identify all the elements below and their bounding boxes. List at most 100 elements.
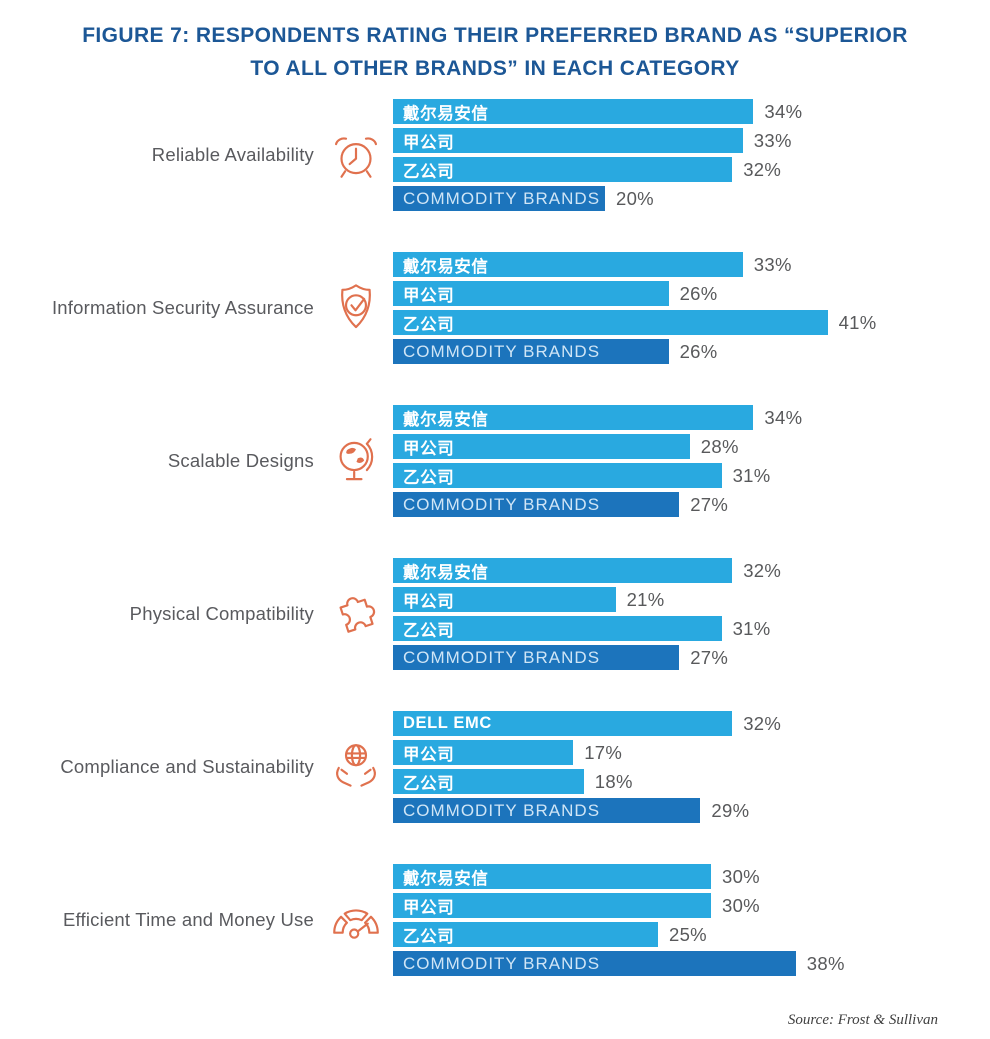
bar: 甲公司 <box>393 740 574 766</box>
bar-value-label: 34% <box>764 100 803 122</box>
bar: 戴尔易安信 <box>393 99 754 125</box>
bar-brand-label: COMMODITY BRANDS <box>403 188 601 208</box>
bar-value-label: 25% <box>669 923 707 945</box>
bar-value-label: 27% <box>690 493 729 515</box>
bar-brand-label: 戴尔易安信 <box>403 257 489 276</box>
bar-value-label: 31% <box>732 617 771 639</box>
category-label: Efficient Time and Money Use <box>62 909 314 931</box>
category-label: Reliable Availability <box>151 144 314 166</box>
category-label: Information Security Assurance <box>51 297 314 319</box>
bar-value-label: 27% <box>690 646 729 668</box>
bar: 甲公司 <box>393 434 690 460</box>
category-label: Compliance and Sustainability <box>60 756 314 778</box>
bar-brand-label: 戴尔易安信 <box>403 104 489 123</box>
bar-brand-label: 戴尔易安信 <box>403 869 489 888</box>
bar-row: 乙公司 41% <box>393 310 990 336</box>
bar-value-label: 29% <box>711 799 750 821</box>
figure-title: FIGURE 7: RESPONDENTS RATING THEIR PREFE… <box>82 24 908 80</box>
desk-globe-icon <box>339 438 373 481</box>
bar-brand-label: 甲公司 <box>403 286 455 305</box>
bar: 乙公司 <box>393 463 722 489</box>
bar-row: COMMODITY BRANDS 26% <box>393 339 990 365</box>
bar-brand-label: 甲公司 <box>403 592 455 611</box>
bar-brand-label: 戴尔易安信 <box>403 410 489 429</box>
category-group-efficient-time-and-money-use: Efficient Time and Money Use 戴尔易安信 30% 甲… <box>0 864 990 977</box>
bar-commodity: COMMODITY BRANDS <box>393 186 605 212</box>
bar-row: 乙公司 18% <box>393 769 990 795</box>
bar-row: COMMODITY BRANDS 27% <box>393 492 990 518</box>
bar-value-label: 30% <box>722 894 760 916</box>
bar-value-label: 18% <box>594 770 633 792</box>
bar: 乙公司 <box>393 157 733 183</box>
bar: 乙公司 <box>393 616 722 642</box>
bar-value-label: 33% <box>753 129 792 151</box>
bar: 戴尔易安信 <box>393 252 743 278</box>
bar-row: 乙公司 31% <box>393 463 990 489</box>
category-label: Physical Compatibility <box>129 603 314 625</box>
bar: 甲公司 <box>393 128 743 154</box>
bar: 戴尔易安信 <box>393 558 733 584</box>
source-attribution: Source: Frost & Sullivan <box>787 1012 938 1029</box>
bar-row: COMMODITY BRANDS 29% <box>393 798 990 824</box>
bar: 甲公司 <box>393 893 711 919</box>
bar-value-label: 33% <box>753 253 792 275</box>
bar-row: DELL EMC 32% <box>393 711 990 737</box>
puzzle-piece-icon <box>338 597 375 633</box>
bar-brand-label: 甲公司 <box>403 439 455 458</box>
bar-value-label: 32% <box>743 712 782 734</box>
category-group-scalable-designs: Scalable Designs 戴尔易安信 34% 甲公司 <box>0 405 990 518</box>
bar: 乙公司 <box>393 922 658 948</box>
bar-brand-label: COMMODITY BRANDS <box>403 800 601 820</box>
bar: 戴尔易安信 <box>393 864 711 890</box>
bar-brand-label: COMMODITY BRANDS <box>403 953 601 973</box>
bar: 甲公司 <box>393 587 616 613</box>
category-group-compliance-and-sustainability: Compliance and Sustainability DELL EMC 3… <box>0 711 990 824</box>
bar-row: 乙公司 32% <box>393 157 990 183</box>
bar-row: 甲公司 26% <box>393 281 990 307</box>
bar-value-label: 32% <box>743 158 782 180</box>
bar-commodity: COMMODITY BRANDS <box>393 492 680 518</box>
bar: 戴尔易安信 <box>393 405 754 431</box>
bar-brand-label: DELL EMC <box>403 714 492 733</box>
category-group-reliable-availability: Reliable Availability 戴尔易安信 34% 甲公司 33% <box>0 99 990 212</box>
bar-brand-label: COMMODITY BRANDS <box>403 647 601 667</box>
bar-brand-label: 乙公司 <box>403 927 455 946</box>
bar-row: COMMODITY BRANDS 20% <box>393 186 990 212</box>
bar-brand-label: COMMODITY BRANDS <box>403 341 601 361</box>
hands-holding-globe-icon <box>335 744 376 787</box>
bar-row: 戴尔易安信 30% <box>393 864 990 890</box>
bar: 甲公司 <box>393 281 669 307</box>
bar-brand-label: 甲公司 <box>403 133 455 152</box>
bar-row: 乙公司 25% <box>393 922 990 948</box>
bar-commodity: COMMODITY BRANDS <box>393 339 669 365</box>
category-group-information-security-assurance: Information Security Assurance 戴尔易安信 33%… <box>0 252 990 365</box>
grouped-bar-chart: Reliable Availability 戴尔易安信 34% 甲公司 33% <box>0 99 990 977</box>
bar-row: 甲公司 33% <box>393 128 990 154</box>
bar-brand-label: COMMODITY BRANDS <box>403 494 601 514</box>
bar-row: 甲公司 17% <box>393 740 990 766</box>
bar-value-label: 26% <box>679 340 718 362</box>
bar-row: 甲公司 21% <box>393 587 990 613</box>
bar: 乙公司 <box>393 769 584 795</box>
bar-row: COMMODITY BRANDS 38% <box>393 951 990 977</box>
bar-brand-label: 乙公司 <box>403 621 455 640</box>
bar-brand-label: 甲公司 <box>403 898 455 917</box>
bar: 乙公司 <box>393 310 828 336</box>
bar-value-label: 38% <box>806 952 845 974</box>
bar-row: 戴尔易安信 34% <box>393 99 990 125</box>
bar-row: 甲公司 28% <box>393 434 990 460</box>
bar-brand-label: 乙公司 <box>403 315 455 334</box>
speedometer-gauge-icon <box>332 909 379 939</box>
category-group-physical-compatibility: Physical Compatibility 戴尔易安信 32% 甲公司 21%… <box>0 558 990 671</box>
bar-row: 戴尔易安信 33% <box>393 252 990 278</box>
bar-commodity: COMMODITY BRANDS <box>393 951 796 977</box>
bar-row: 乙公司 31% <box>393 616 990 642</box>
bar-value-label: 34% <box>764 406 803 428</box>
bar-row: 戴尔易安信 32% <box>393 558 990 584</box>
category-label: Scalable Designs <box>167 450 314 472</box>
bar-value-label: 41% <box>838 311 877 333</box>
bar-value-label: 20% <box>616 187 654 209</box>
bar-value-label: 31% <box>732 464 771 486</box>
bar-row: COMMODITY BRANDS 27% <box>393 645 990 671</box>
bar-commodity: COMMODITY BRANDS <box>393 645 680 671</box>
